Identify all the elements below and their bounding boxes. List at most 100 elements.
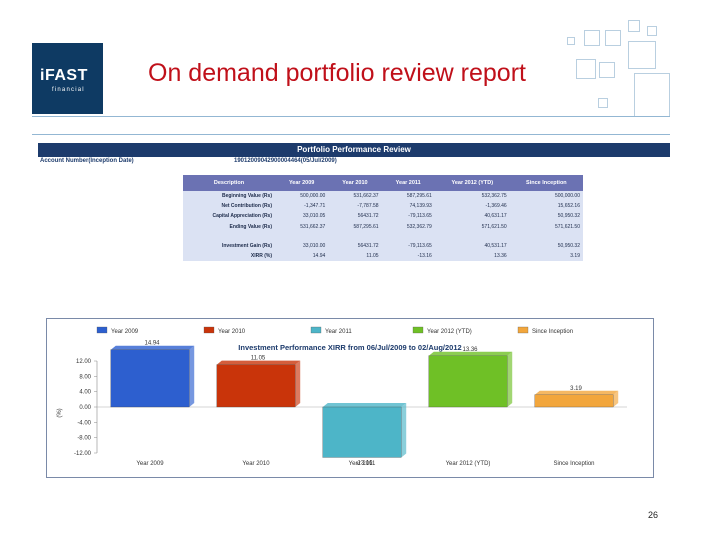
bar-top (110, 345, 195, 350)
table-cell: Capital Appreciation (Rs) (183, 211, 275, 222)
table-cell: 11.05 (328, 250, 382, 261)
legend-label: Year 2010 (218, 329, 246, 335)
table-cell: 33,010.00 (275, 240, 329, 251)
table-cell: 14.94 (275, 250, 329, 261)
bar-value-label: 11.05 (251, 356, 266, 362)
legend-label: Year 2009 (111, 329, 139, 335)
ifast-logo: iFAST financial (32, 43, 103, 114)
bar-side (295, 360, 301, 407)
table-cell: 50,950.32 (509, 240, 583, 251)
table-header: Year 2012 (YTD) (434, 175, 510, 191)
legend-label: Year 2012 (YTD) (427, 329, 472, 335)
y-tick-label: -8.00 (77, 436, 91, 442)
table-cell: 571,621.50 (509, 221, 583, 232)
table-cell: Net Contribution (Rs) (183, 201, 275, 212)
y-tick-label: -12.00 (74, 451, 92, 457)
table-cell: 56431.72 (328, 211, 382, 222)
table-spacer-row (183, 231, 583, 241)
x-tick-label: Year 2009 (136, 461, 164, 467)
account-row: Account Number(Inception Date) 190120090… (38, 158, 670, 168)
bar-side (401, 403, 407, 458)
x-tick-label: Year 2012 (YTD) (446, 461, 491, 467)
legend-swatch (96, 326, 108, 334)
table-cell: -1,369.46 (434, 201, 510, 212)
bar (110, 349, 190, 408)
bar (322, 406, 402, 458)
table-cell: -13.16 (381, 250, 435, 261)
table-row: Investment Gain (Rs) 33,010.00 56431.72 … (183, 240, 583, 251)
decor-square (576, 59, 596, 79)
y-tick-label: 12.00 (76, 359, 92, 365)
table-cell: -79,113.65 (381, 211, 435, 222)
table-cell: XIRR (%) (183, 250, 275, 261)
table-cell: 50,950.32 (509, 211, 583, 222)
legend-label: Since Inception (532, 329, 573, 335)
bar-top (428, 351, 513, 356)
table-row: Ending Value (Rs) 531,662.37 587,295.61 … (183, 221, 583, 232)
bar (534, 394, 614, 408)
legend-swatch (310, 326, 322, 334)
table-cell: -79,113.65 (381, 240, 435, 251)
xirr-chart-panel: Year 2009 Year 2010 Year 2011 Year 2012 (YT… (46, 318, 654, 478)
table-cell: 587,295.61 (381, 191, 435, 202)
decor-square (628, 20, 640, 32)
divider-line (32, 134, 670, 135)
table-cell: 500,000.00 (509, 191, 583, 202)
panel-header: Portfolio Performance Review (38, 143, 670, 157)
table-cell: Investment Gain (Rs) (183, 240, 275, 251)
y-tick-label: 0.00 (79, 405, 91, 411)
table-header-row: Description Year 2009 Year 2010 Year 201… (183, 175, 583, 191)
bar-value-label: 14.94 (144, 341, 160, 347)
y-tick-label: -4.00 (77, 420, 91, 426)
table-header: Year 2011 (381, 175, 435, 191)
table-cell: 40,631.17 (434, 211, 510, 222)
bar-top (216, 360, 301, 365)
decor-square (647, 26, 657, 36)
account-label: Account Number(Inception Date) (40, 158, 134, 164)
table-cell: Beginning Value (Rs) (183, 191, 275, 202)
decor-square (628, 41, 656, 69)
table-cell: Ending Value (Rs) (183, 221, 275, 232)
table-cell: 3.19 (509, 250, 583, 261)
legend-swatch (412, 326, 424, 334)
y-tick-label: 4.00 (79, 390, 91, 396)
logo-brand: iFAST (40, 67, 88, 84)
bar-side (613, 390, 619, 407)
xirr-bar-chart: Year 2009 Year 2010 Year 2011 Year 2012 (YT… (57, 326, 627, 467)
table-cell: 571,621.50 (434, 221, 510, 232)
x-tick-label: Since Inception (553, 461, 594, 467)
bar-side (507, 351, 513, 407)
table-header: Year 2010 (328, 175, 382, 191)
bar-value-label: 13.36 (462, 347, 478, 353)
y-tick-label: 8.00 (79, 374, 91, 380)
bar-value-label: -13.16 (355, 460, 373, 466)
x-tick-label: Year 2010 (242, 461, 270, 467)
table-header: Year 2009 (275, 175, 329, 191)
account-value: 19012009042900004464(05/Jul/2009) (234, 158, 337, 164)
page-number: 26 (648, 510, 659, 520)
decor-square (584, 30, 600, 46)
bar-top (534, 390, 619, 395)
logo-subtext: financial (52, 87, 85, 93)
table-header: Description (183, 175, 275, 191)
decor-square (567, 37, 575, 45)
table-cell: 33,010.05 (275, 211, 329, 222)
table-cell: 532,362.79 (381, 221, 435, 232)
table-row: XIRR (%) 14.94 11.05 -13.16 13.36 3.19 (183, 250, 583, 261)
table-cell: 531,662.37 (328, 191, 382, 202)
table-cell: 13.36 (434, 250, 510, 261)
decor-square (598, 98, 608, 108)
table-cell: 74,139.93 (381, 201, 435, 212)
y-axis-label: (%) (57, 408, 63, 417)
table-cell: -7,787.58 (328, 201, 382, 212)
table-cell: -1,347.71 (275, 201, 329, 212)
legend-swatch (203, 326, 215, 334)
legend-label: Year 2011 (325, 329, 352, 335)
table-cell: 40,531.17 (434, 240, 510, 251)
decor-square (605, 30, 621, 46)
bar (216, 364, 296, 408)
decor-square (634, 73, 670, 117)
table-cell: 500,000.00 (275, 191, 329, 202)
slide-title: On demand portfolio review report (148, 59, 526, 87)
table-header: Since Inception (509, 175, 583, 191)
